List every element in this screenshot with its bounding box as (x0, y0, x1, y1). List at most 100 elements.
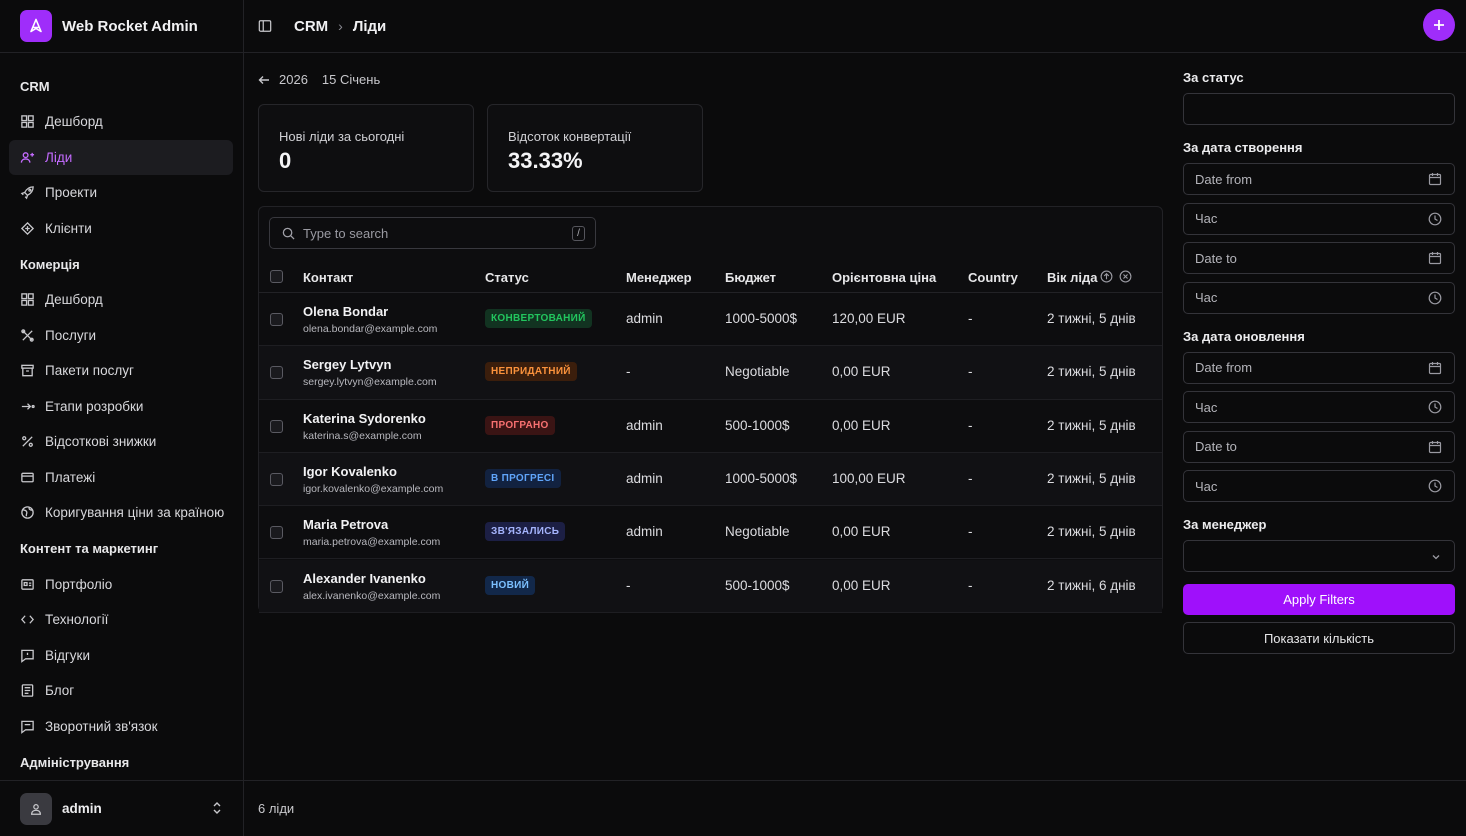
topbar: CRM › Ліди (244, 0, 1466, 53)
sidebar-item-technologies[interactable]: Технології (9, 602, 233, 638)
country-cell: - (968, 417, 973, 433)
contact-name[interactable]: Katerina Sydorenko (303, 410, 426, 426)
date-year[interactable]: 2026 (279, 72, 308, 87)
table-row[interactable]: Igor Kovalenko igor.kovalenko@example.co… (259, 452, 1162, 507)
apply-filters-button[interactable]: Apply Filters (1183, 584, 1455, 615)
manager-select[interactable] (1183, 540, 1455, 572)
contact-name[interactable]: Igor Kovalenko (303, 463, 397, 479)
contact-name[interactable]: Sergey Lytvyn (303, 357, 392, 373)
column-header-status[interactable]: Статус (485, 270, 529, 285)
contact-email: sergey.lytvyn@example.com (303, 376, 437, 389)
created-time-from-input[interactable]: Час (1183, 202, 1455, 235)
column-header-price[interactable]: Орієнтовна ціна (832, 270, 937, 285)
chevron-up-down-icon[interactable] (212, 801, 222, 815)
credit-card-icon (21, 472, 34, 483)
sidebar-item-reviews[interactable]: Відгуки (9, 638, 233, 674)
budget-cell: 1000-5000$ (725, 470, 798, 486)
sidebar-toggle-icon[interactable] (258, 19, 272, 33)
column-header-manager[interactable]: Менеджер (626, 270, 692, 285)
table-row[interactable]: Sergey Lytvyn sergey.lytvyn@example.com … (259, 346, 1162, 400)
arrow-left-icon[interactable] (258, 74, 270, 86)
plus-icon (1434, 20, 1444, 30)
clock-icon (1428, 479, 1442, 493)
sidebar-item-commerce-dashboard[interactable]: Дешборд (9, 282, 233, 318)
sidebar-item-label: Дешборд (45, 114, 103, 130)
search-input[interactable]: Type to search / (269, 217, 596, 249)
created-date-to-input[interactable]: Date to (1183, 242, 1455, 274)
manager-cell: admin (626, 470, 663, 486)
table-row[interactable]: Maria Petrova maria.petrova@example.com … (259, 506, 1162, 560)
select-all-checkbox[interactable] (270, 270, 283, 283)
row-checkbox[interactable] (270, 526, 283, 540)
column-header-budget[interactable]: Бюджет (725, 270, 776, 285)
column-header-country[interactable]: Country (968, 270, 1018, 285)
country-cell: - (968, 577, 973, 593)
sidebar-item-country-pricing[interactable]: Коригування ціни за країною (9, 495, 233, 531)
contact-name[interactable]: Maria Petrova (303, 517, 389, 533)
sidebar-item-feedback[interactable]: Зворотний зв'язок (9, 709, 233, 745)
sidebar-item-packages[interactable]: Пакети послуг (9, 353, 233, 389)
age-cell: 2 тижні, 5 днів (1047, 524, 1136, 540)
contact-name[interactable]: Olena Bondar (303, 304, 389, 319)
avatar (20, 792, 52, 825)
sidebar-item-projects[interactable]: Проекти (9, 175, 233, 211)
chevron-right-icon: › (338, 18, 343, 34)
show-count-button[interactable]: Показати кількість (1183, 622, 1455, 654)
sidebar-item-crm-dashboard[interactable]: Дешборд (9, 104, 233, 140)
row-checkbox[interactable] (270, 419, 283, 433)
contact-name[interactable]: Alexander Ivanenko (303, 570, 426, 586)
sidebar-item-dev-stages[interactable]: Етапи розробки (9, 389, 233, 425)
brand[interactable]: Web Rocket Admin (0, 0, 244, 53)
sidebar-item-leads[interactable]: Ліди (9, 139, 233, 175)
sidebar-item-services[interactable]: Послуги (9, 318, 233, 354)
contact-email: alex.ivanenko@example.com (303, 589, 441, 602)
add-lead-button[interactable] (1423, 9, 1455, 41)
steps-icon (21, 402, 35, 410)
country-cell: - (968, 524, 973, 540)
date-day[interactable]: 15 Січень (321, 72, 381, 87)
sort-ascending-icon[interactable] (1100, 270, 1113, 283)
sidebar-item-blog[interactable]: Блог (9, 673, 233, 709)
updated-time-from-input[interactable]: Час (1183, 391, 1455, 423)
user-name: admin (62, 801, 102, 816)
dashboard-icon (21, 115, 34, 129)
sidebar-item-label: Етапи розробки (45, 398, 144, 414)
sidebar-item-label: Проекти (45, 185, 98, 201)
budget-cell: 500-1000$ (725, 577, 790, 593)
rocket-logo-icon (20, 10, 52, 42)
created-time-to-input[interactable]: Час (1183, 281, 1455, 314)
sidebar-item-discounts[interactable]: Відсоткові знижки (9, 424, 233, 460)
sidebar-item-portfolio[interactable]: Портфоліо (9, 567, 233, 603)
tools-icon (21, 328, 34, 342)
row-checkbox[interactable] (270, 366, 283, 380)
leads-count: 6 ліди (258, 801, 295, 816)
updated-time-to-input[interactable]: Час (1183, 470, 1455, 502)
sidebar-item-payments[interactable]: Платежі (9, 460, 233, 496)
sidebar-item-clients[interactable]: Клієнти (9, 211, 233, 247)
percent-icon (22, 436, 33, 448)
table-row[interactable]: Alexander Ivanenko alex.ivanenko@example… (259, 559, 1162, 613)
calendar-icon (1428, 173, 1442, 186)
budget-cell: Negotiable (725, 524, 790, 540)
row-checkbox[interactable] (270, 472, 283, 486)
clear-sort-icon[interactable] (1119, 270, 1132, 283)
row-checkbox[interactable] (270, 313, 283, 326)
created-date-from-input[interactable]: Date from (1183, 163, 1455, 195)
table-row[interactable]: Katerina Sydorenko katerina.s@example.co… (259, 400, 1162, 453)
status-badge: ПРОГРАНО (485, 415, 555, 435)
contact-cell: Maria Petrova maria.petrova@example.com (303, 517, 440, 548)
price-cell: 0,00 EUR (832, 364, 891, 380)
row-checkbox[interactable] (270, 579, 283, 593)
updated-date-from-input[interactable]: Date from (1183, 351, 1455, 384)
age-cell: 2 тижні, 5 днів (1047, 417, 1136, 433)
table-row[interactable]: Olena Bondar olena.bondar@example.com КО… (259, 293, 1162, 347)
price-cell: 0,00 EUR (832, 577, 891, 593)
status-filter-input[interactable] (1183, 93, 1455, 125)
sidebar-item-label: Зворотний зв'язок (45, 718, 158, 734)
column-header-contact[interactable]: Контакт (303, 270, 354, 285)
breadcrumb-crm[interactable]: CRM (294, 17, 329, 35)
filter-status-label: За статус (1183, 70, 1244, 85)
user-menu[interactable]: admin (0, 780, 244, 836)
updated-date-to-input[interactable]: Date to (1183, 430, 1455, 463)
column-header-lead-age[interactable]: Вік ліда (1047, 270, 1098, 285)
